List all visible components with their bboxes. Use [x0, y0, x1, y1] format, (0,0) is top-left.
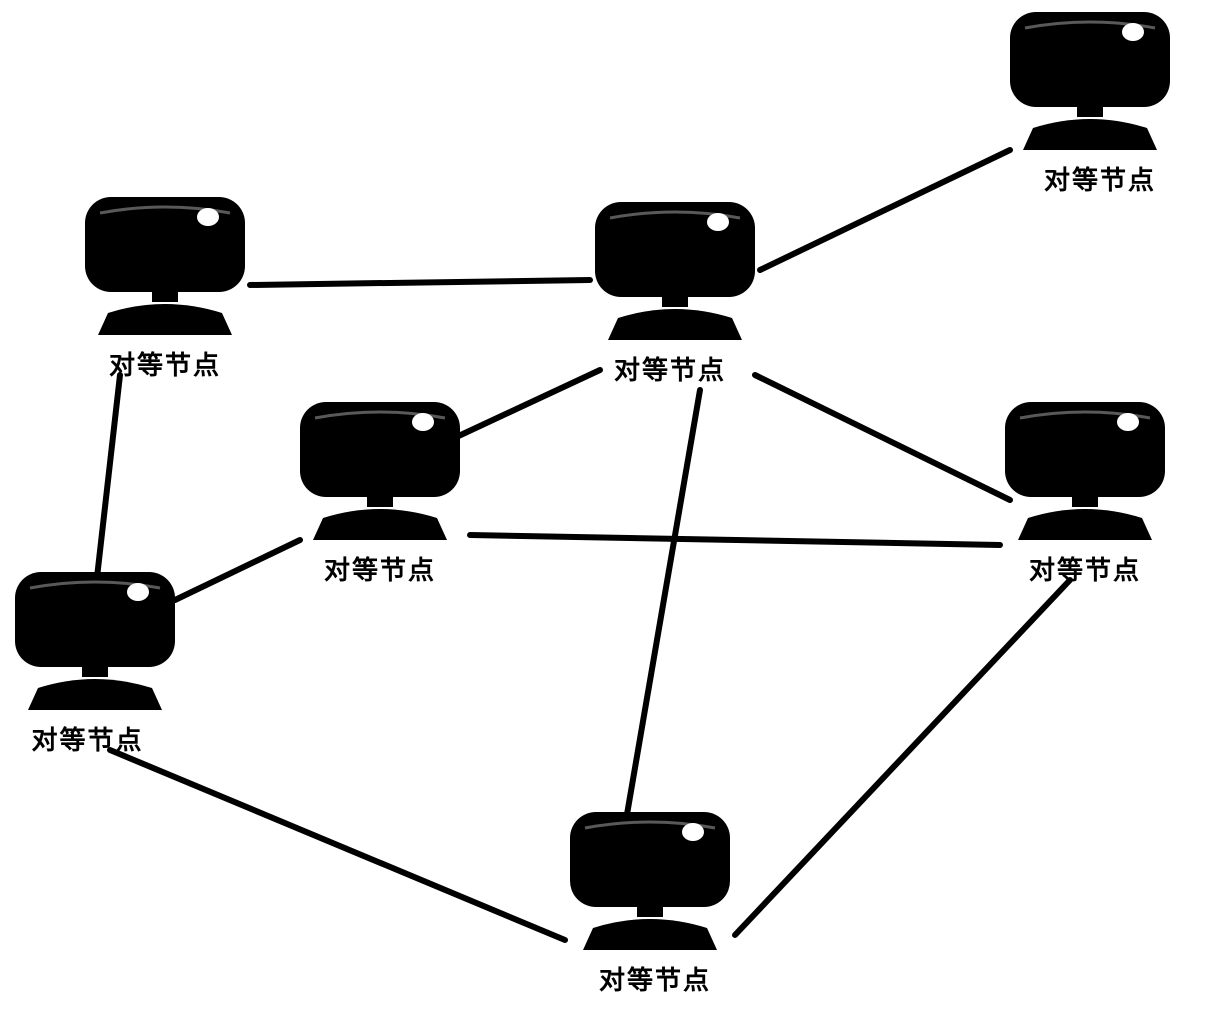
computer-icon [565, 810, 735, 950]
peer-node: 对等节点 [295, 400, 465, 587]
peer-node: 对等节点 [10, 570, 180, 757]
computer-icon [1000, 400, 1170, 540]
computer-icon [1000, 400, 1170, 545]
edge [450, 370, 600, 440]
peer-node: 对等节点 [80, 195, 250, 382]
computer-icon [1005, 10, 1175, 150]
network-diagram: 对等节点 对等节点 对等节点 [0, 0, 1225, 1027]
node-label: 对等节点 [599, 960, 711, 997]
computer-icon [80, 195, 250, 340]
computer-icon [295, 400, 465, 540]
computer-icon [10, 570, 180, 710]
edge [755, 375, 1010, 500]
node-label: 对等节点 [614, 350, 726, 387]
computer-icon [10, 570, 180, 715]
edge [110, 750, 565, 940]
edge [175, 540, 300, 600]
peer-node: 对等节点 [1005, 10, 1175, 197]
computer-icon [1005, 10, 1175, 155]
computer-icon [80, 195, 250, 335]
node-label: 对等节点 [1029, 550, 1141, 587]
computer-icon [565, 810, 735, 955]
peer-node: 对等节点 [1000, 400, 1170, 587]
node-label: 对等节点 [324, 550, 436, 587]
edge [95, 375, 120, 595]
edge [760, 150, 1010, 270]
edge [735, 580, 1070, 935]
edge [250, 280, 590, 285]
edge [620, 390, 700, 855]
computer-icon [590, 200, 760, 345]
computer-icon [590, 200, 760, 340]
node-label: 对等节点 [31, 720, 143, 757]
edge [470, 535, 1000, 545]
computer-icon [295, 400, 465, 545]
node-label: 对等节点 [109, 345, 221, 382]
peer-node: 对等节点 [590, 200, 760, 387]
node-label: 对等节点 [1044, 160, 1156, 197]
peer-node: 对等节点 [565, 810, 735, 997]
